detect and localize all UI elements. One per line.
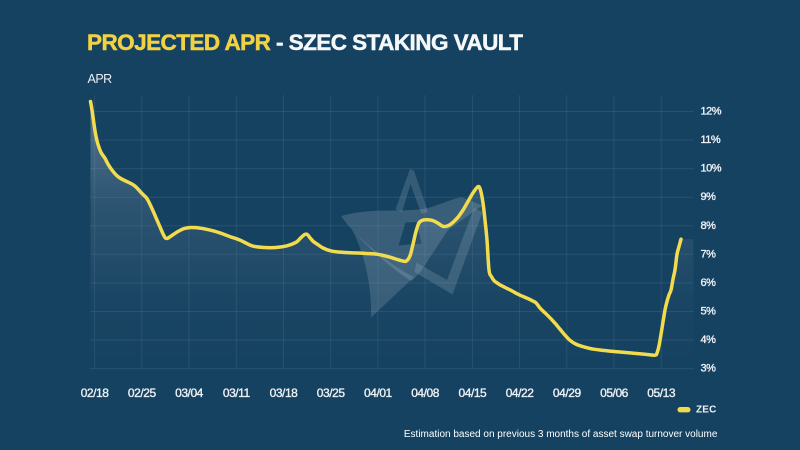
svg-text:10%: 10% — [701, 163, 722, 175]
svg-text:04/08: 04/08 — [411, 386, 440, 400]
svg-text:5%: 5% — [701, 306, 717, 318]
svg-text:Estimation based on previous 3: Estimation based on previous 3 months of… — [404, 429, 718, 440]
svg-text:12%: 12% — [701, 106, 722, 118]
svg-text:9%: 9% — [701, 191, 717, 203]
svg-text:6%: 6% — [701, 277, 717, 289]
svg-text:02/18: 02/18 — [81, 386, 110, 400]
svg-text:05/06: 05/06 — [600, 386, 629, 400]
svg-text:11%: 11% — [701, 134, 721, 146]
svg-text:04/15: 04/15 — [459, 386, 488, 400]
svg-text:8%: 8% — [701, 220, 717, 232]
svg-text:7%: 7% — [701, 248, 717, 260]
svg-text:04/22: 04/22 — [506, 386, 535, 400]
svg-text:05/13: 05/13 — [647, 386, 676, 400]
svg-text:03/04: 03/04 — [175, 386, 204, 400]
svg-text:3%: 3% — [701, 363, 717, 375]
svg-text:03/25: 03/25 — [317, 386, 346, 400]
svg-text:4%: 4% — [701, 334, 717, 346]
svg-text:03/11: 03/11 — [223, 386, 251, 400]
svg-text:04/01: 04/01 — [364, 386, 393, 400]
svg-text:04/29: 04/29 — [553, 386, 582, 400]
svg-text:02/25: 02/25 — [128, 386, 157, 400]
svg-text:ZEC: ZEC — [696, 405, 717, 416]
svg-text:03/18: 03/18 — [270, 386, 299, 400]
